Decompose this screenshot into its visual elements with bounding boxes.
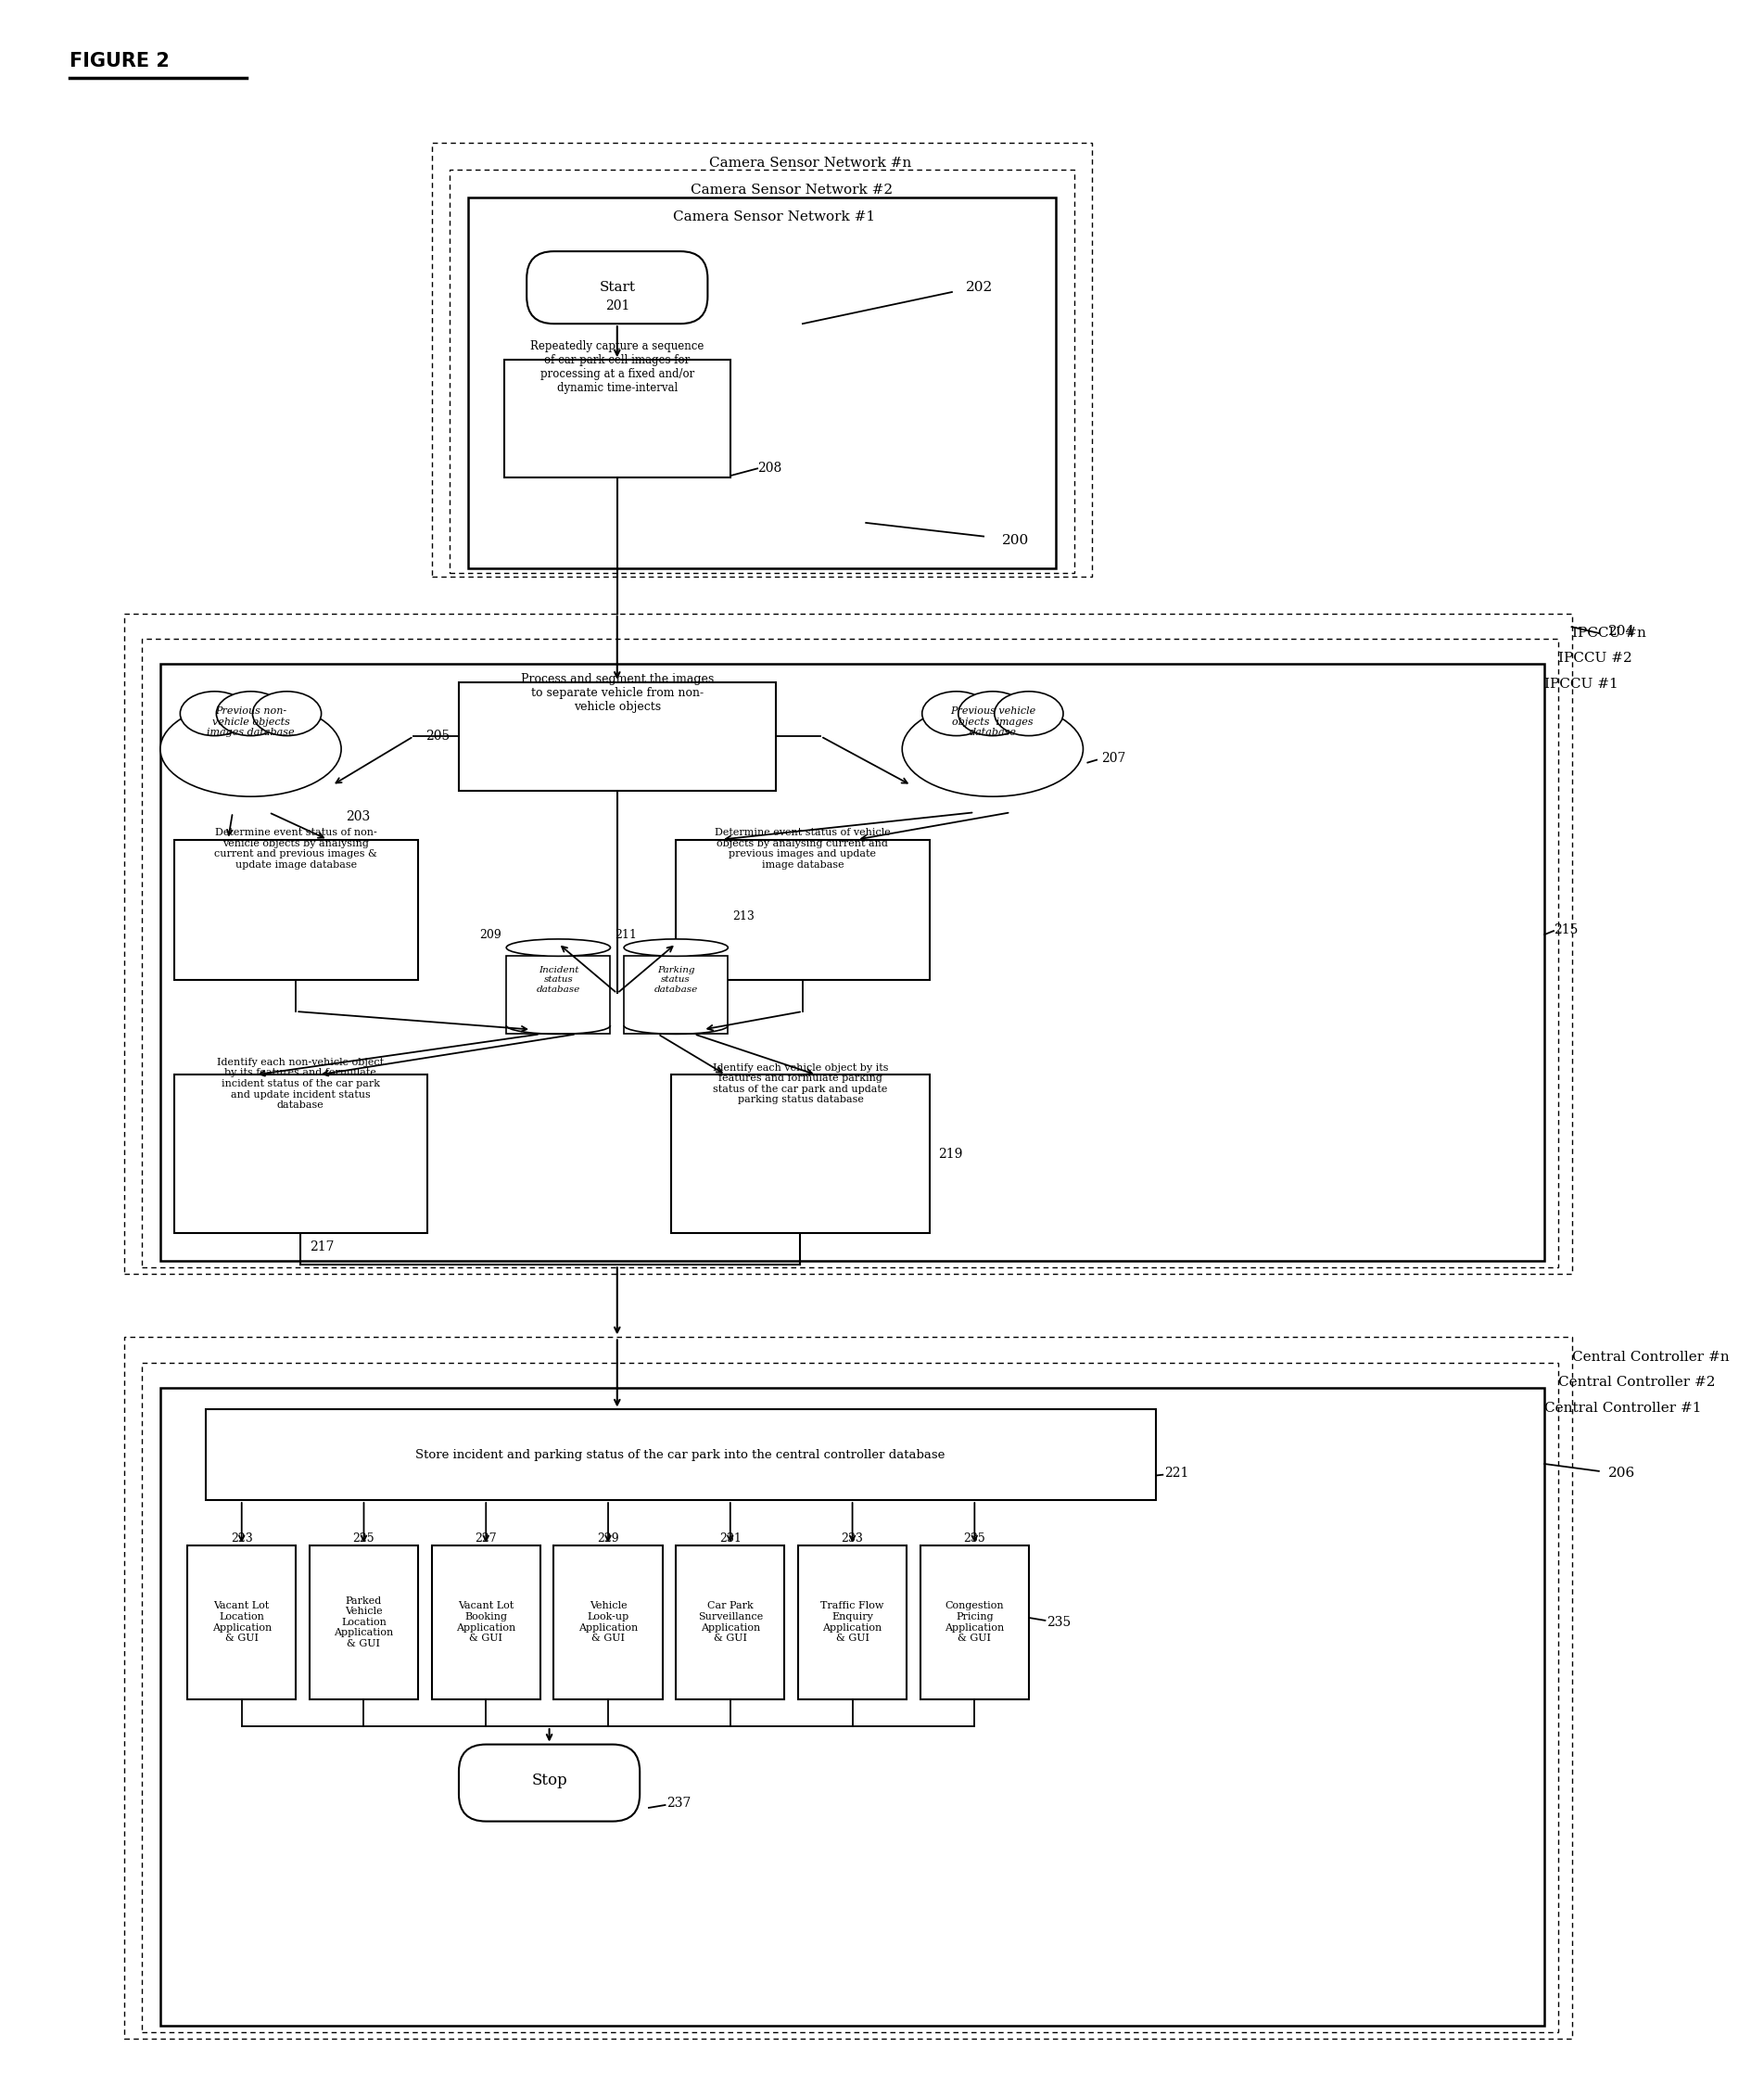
Text: 227: 227 bbox=[475, 1532, 497, 1544]
Text: 235: 235 bbox=[963, 1532, 986, 1544]
Text: Identify each vehicle object by its
features and formulate parking
status of the: Identify each vehicle object by its feat… bbox=[713, 1064, 889, 1106]
Text: 205: 205 bbox=[425, 730, 450, 743]
Bar bbox=[143, 638, 1558, 1267]
Bar bbox=[432, 143, 1092, 577]
Bar bbox=[505, 361, 730, 478]
Text: 231: 231 bbox=[720, 1532, 741, 1544]
Text: Previous vehicle
objects  images
database: Previous vehicle objects images database bbox=[949, 707, 1035, 736]
Text: Vacant Lot
Location
Application
& GUI: Vacant Lot Location Application & GUI bbox=[212, 1601, 272, 1643]
Text: Camera Sensor Network #n: Camera Sensor Network #n bbox=[709, 157, 912, 170]
Ellipse shape bbox=[217, 692, 286, 736]
Text: Car Park
Surveillance
Application
& GUI: Car Park Surveillance Application & GUI bbox=[699, 1601, 762, 1643]
Text: 223: 223 bbox=[231, 1532, 252, 1544]
Bar bbox=[554, 1546, 663, 1699]
Text: Store incident and parking status of the car park into the central controller da: Store incident and parking status of the… bbox=[416, 1450, 946, 1460]
Bar bbox=[161, 663, 1545, 1261]
Text: 215: 215 bbox=[1554, 923, 1579, 936]
Text: 203: 203 bbox=[346, 810, 370, 822]
Text: 201: 201 bbox=[605, 300, 630, 313]
Text: 219: 219 bbox=[938, 1148, 963, 1160]
Text: 208: 208 bbox=[757, 462, 781, 474]
Text: 207: 207 bbox=[1101, 751, 1125, 764]
Text: Camera Sensor Network #1: Camera Sensor Network #1 bbox=[672, 210, 875, 224]
Ellipse shape bbox=[506, 940, 610, 957]
Text: FIGURE 2: FIGURE 2 bbox=[71, 52, 169, 71]
Text: Previous non-
vehicle objects
images database: Previous non- vehicle objects images dat… bbox=[206, 707, 295, 736]
Text: 221: 221 bbox=[1164, 1467, 1189, 1479]
Ellipse shape bbox=[995, 692, 1064, 736]
Bar bbox=[123, 1336, 1572, 2039]
Bar bbox=[450, 170, 1074, 573]
Ellipse shape bbox=[958, 692, 1027, 736]
Bar bbox=[143, 1362, 1558, 2033]
Ellipse shape bbox=[180, 692, 249, 736]
Text: Vacant Lot
Booking
Application
& GUI: Vacant Lot Booking Application & GUI bbox=[457, 1601, 515, 1643]
Text: Central Controller #n: Central Controller #n bbox=[1572, 1351, 1729, 1364]
Text: Congestion
Pricing
Application
& GUI: Congestion Pricing Application & GUI bbox=[946, 1601, 1004, 1643]
Text: 206: 206 bbox=[1607, 1467, 1635, 1479]
Bar bbox=[459, 682, 776, 791]
Bar bbox=[309, 1546, 418, 1699]
Ellipse shape bbox=[161, 701, 340, 797]
Ellipse shape bbox=[252, 692, 321, 736]
FancyBboxPatch shape bbox=[527, 252, 707, 323]
Text: 233: 233 bbox=[841, 1532, 863, 1544]
Bar bbox=[123, 613, 1572, 1273]
Text: Vehicle
Look-up
Application
& GUI: Vehicle Look-up Application & GUI bbox=[579, 1601, 639, 1643]
Bar bbox=[506, 957, 610, 1034]
Text: Central Controller #2: Central Controller #2 bbox=[1558, 1376, 1715, 1389]
Text: Traffic Flow
Enquiry
Application
& GUI: Traffic Flow Enquiry Application & GUI bbox=[820, 1601, 884, 1643]
Ellipse shape bbox=[901, 701, 1083, 797]
Text: Camera Sensor Network #2: Camera Sensor Network #2 bbox=[691, 183, 893, 197]
Text: 217: 217 bbox=[309, 1240, 333, 1253]
Bar bbox=[161, 1389, 1545, 2027]
Bar bbox=[175, 839, 418, 980]
Text: 200: 200 bbox=[1002, 535, 1028, 548]
Text: Determine event status of vehicle
objects by analysing current and
previous imag: Determine event status of vehicle object… bbox=[714, 829, 891, 869]
Text: 237: 237 bbox=[667, 1796, 691, 1811]
Bar bbox=[672, 1074, 930, 1234]
Bar bbox=[432, 1546, 540, 1699]
Text: Process and segment the images
to separate vehicle from non-
vehicle objects: Process and segment the images to separa… bbox=[520, 673, 714, 713]
Bar bbox=[676, 1546, 785, 1699]
Text: 235: 235 bbox=[1046, 1615, 1071, 1628]
Bar bbox=[676, 839, 930, 980]
Text: 204: 204 bbox=[1607, 625, 1635, 638]
Text: 225: 225 bbox=[353, 1532, 374, 1544]
Bar bbox=[921, 1546, 1028, 1699]
Text: IPCCU #n: IPCCU #n bbox=[1572, 627, 1646, 640]
Text: Identify each non-vehicle object
by its features and formulate
incident status o: Identify each non-vehicle object by its … bbox=[217, 1057, 385, 1110]
Text: 213: 213 bbox=[732, 911, 755, 923]
Text: Incident
status
database: Incident status database bbox=[536, 965, 580, 994]
Text: Repeatedly capture a sequence
of car park cell images for
processing at a fixed : Repeatedly capture a sequence of car par… bbox=[531, 340, 704, 394]
Bar bbox=[797, 1546, 907, 1699]
Bar bbox=[187, 1546, 296, 1699]
Text: IPCCU #1: IPCCU #1 bbox=[1545, 678, 1619, 690]
Ellipse shape bbox=[923, 692, 991, 736]
Ellipse shape bbox=[624, 940, 729, 957]
Bar bbox=[175, 1074, 427, 1234]
Text: 211: 211 bbox=[616, 929, 637, 940]
Text: Stop: Stop bbox=[531, 1773, 568, 1787]
Text: Determine event status of non-
vehicle objects by analysing
current and previous: Determine event status of non- vehicle o… bbox=[215, 829, 377, 869]
Bar bbox=[624, 957, 729, 1034]
Text: Start: Start bbox=[600, 281, 635, 294]
Text: Parking
status
database: Parking status database bbox=[654, 965, 699, 994]
Text: IPCCU #2: IPCCU #2 bbox=[1558, 652, 1632, 665]
Text: Parked
Vehicle
Location
Application
& GUI: Parked Vehicle Location Application & GU… bbox=[333, 1597, 393, 1649]
Bar bbox=[467, 197, 1057, 569]
Text: 209: 209 bbox=[480, 929, 501, 940]
Text: 229: 229 bbox=[598, 1532, 619, 1544]
FancyBboxPatch shape bbox=[459, 1743, 640, 1821]
Text: Central Controller #1: Central Controller #1 bbox=[1545, 1401, 1702, 1414]
Text: 202: 202 bbox=[965, 281, 993, 294]
Bar bbox=[205, 1410, 1155, 1500]
